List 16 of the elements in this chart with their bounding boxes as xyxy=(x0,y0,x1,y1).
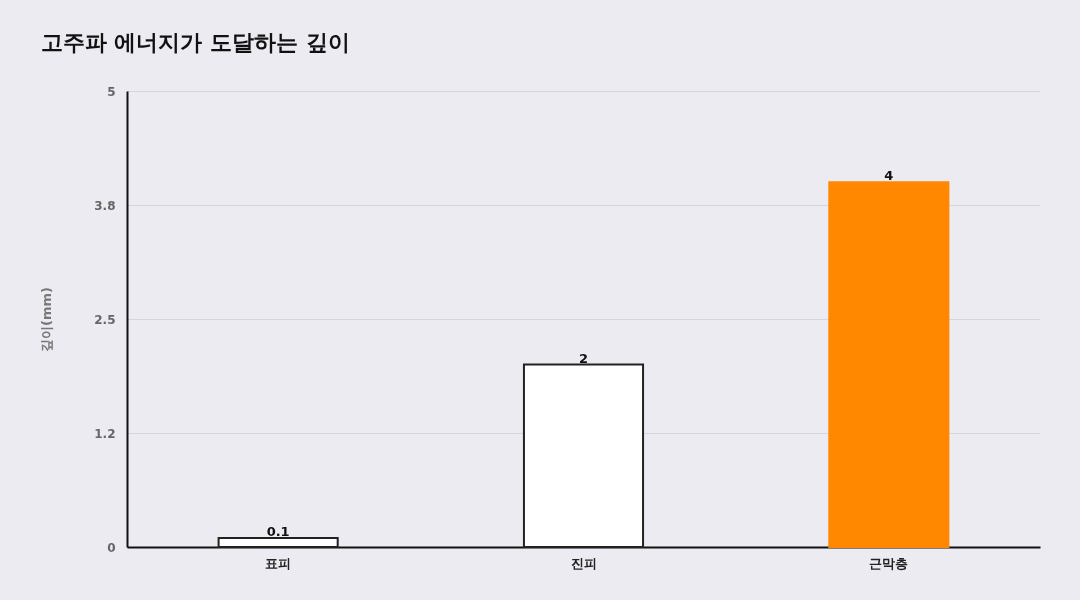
x-tick-label: 근막층 xyxy=(869,555,909,571)
y-tick-label: 3.8 xyxy=(94,198,116,213)
x-tick-label: 진피 xyxy=(570,555,597,571)
data-label: 2 xyxy=(578,350,589,366)
y-axis-title: 깊이(mm) xyxy=(39,287,55,352)
y-tick-label: 0 xyxy=(107,540,116,555)
data-label: 0.1 xyxy=(266,523,290,539)
chart-title: 고주파 에너지가 도달하는 깊이 xyxy=(40,30,350,55)
bar xyxy=(828,181,950,548)
y-tick-label: 1.2 xyxy=(94,426,116,441)
y-tick-label: 5 xyxy=(107,84,116,99)
x-tick-label: 표피 xyxy=(265,555,292,571)
data-label: 4 xyxy=(884,168,894,184)
y-tick-label: 2.5 xyxy=(94,312,116,327)
bar xyxy=(522,363,645,548)
bar xyxy=(217,536,339,548)
